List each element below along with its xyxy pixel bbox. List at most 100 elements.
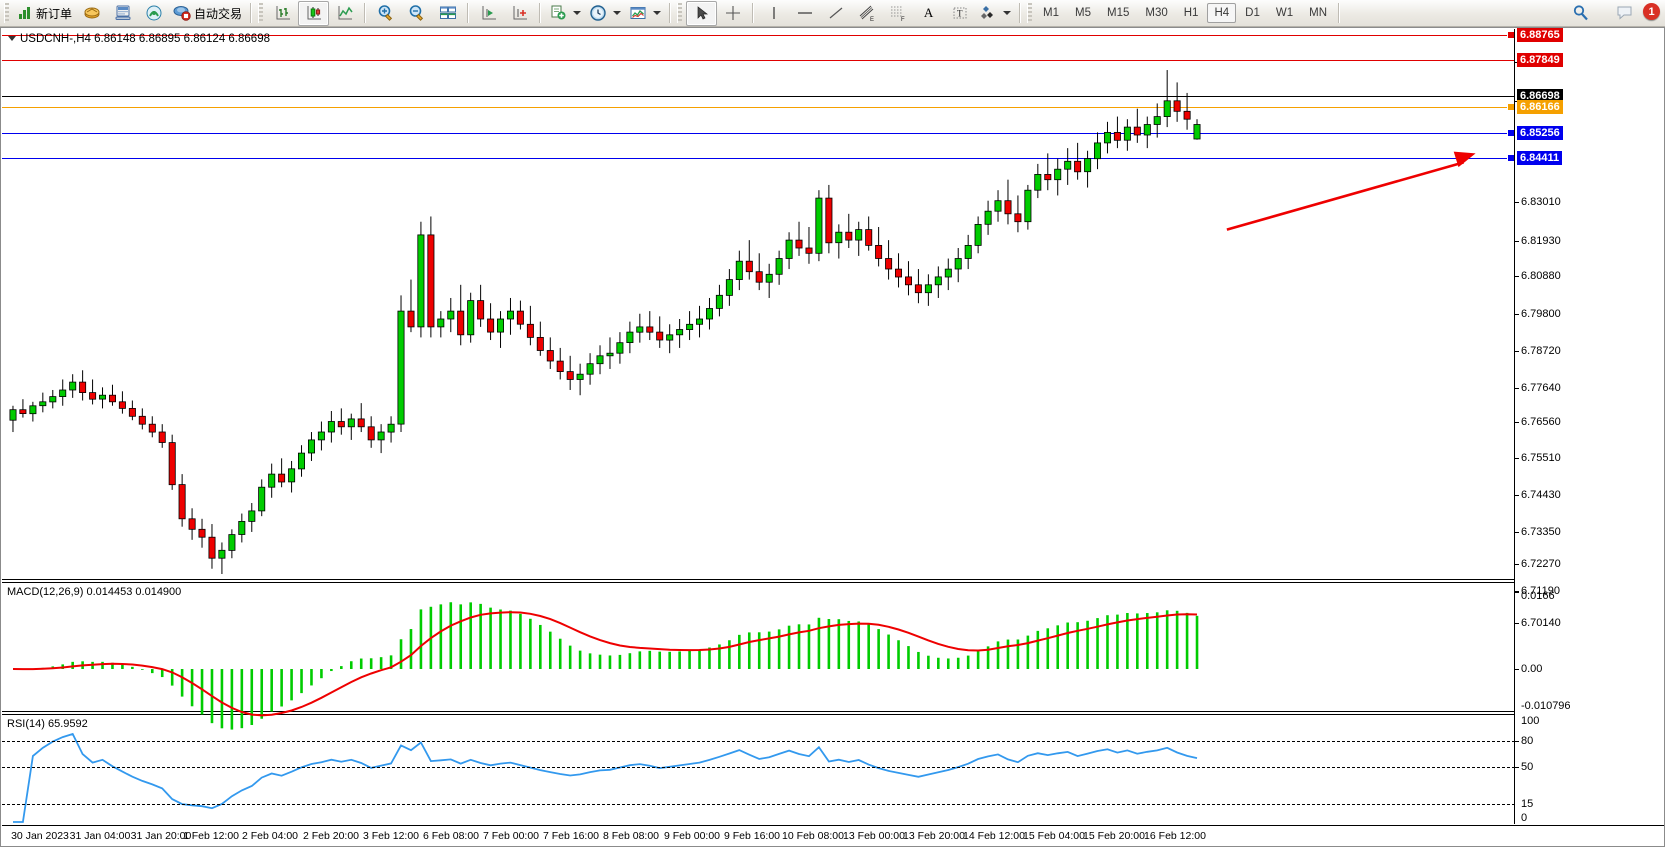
timeframe-h4[interactable]: H4 [1207, 3, 1237, 23]
rsi-tick-label: 50 [1521, 761, 1534, 773]
search-button[interactable] [1565, 1, 1596, 26]
candlestick-chart-icon [307, 6, 321, 20]
new-order-button[interactable]: 新订单 [13, 1, 76, 26]
text-label-button[interactable]: T [944, 1, 975, 26]
zoom-in-button[interactable] [370, 1, 401, 26]
rsi-level-50 [2, 767, 1515, 768]
toolbar-separator-6 [752, 3, 755, 23]
time-scale[interactable]: 30 Jan 2023 31 Jan 04:00 31 Jan 20:00 1 … [2, 825, 1664, 846]
templates-button[interactable] [625, 1, 665, 26]
timeframe-m15[interactable]: M15 [1107, 7, 1130, 19]
chevron-down-icon[interactable] [613, 11, 622, 15]
price-tick-label: 6.75510 [1521, 452, 1561, 464]
toolbar-separator-3 [467, 3, 470, 23]
autotrading-icon [173, 6, 191, 21]
price-tick-label: 6.77640 [1521, 382, 1561, 394]
time-label: 2 Feb 04:00 [241, 830, 299, 842]
trendline-button[interactable] [820, 1, 851, 26]
period-selector-button[interactable] [585, 1, 625, 26]
price-tick-label: 6.81930 [1521, 235, 1561, 247]
time-label: 9 Feb 16:00 [723, 830, 781, 842]
chevron-down-icon[interactable] [573, 11, 582, 15]
text-tool-button[interactable]: A [913, 1, 944, 26]
shift-right-icon [482, 6, 496, 20]
price-tag-resistance-1[interactable]: 6.88765 [1517, 28, 1563, 42]
main-toolbar: 新订单 自动交易 [0, 0, 1665, 27]
shift-chart-right-button[interactable] [473, 1, 504, 26]
clock-icon [590, 5, 606, 21]
toolbar-grip-4[interactable] [1027, 3, 1033, 23]
timeframe-m5[interactable]: M5 [1075, 7, 1091, 19]
text-icon: A [923, 5, 934, 20]
timeframe-w1[interactable]: W1 [1275, 7, 1294, 19]
price-tag-support-2[interactable]: 6.84411 [1517, 151, 1563, 165]
support-line-2[interactable] [2, 158, 1515, 159]
price-tick-label: 6.76560 [1521, 416, 1561, 428]
tile-windows-button[interactable] [432, 1, 463, 26]
chart-plot-area[interactable]: USDCNH-,H4 6.86148 6.86895 6.86124 6.866… [2, 29, 1515, 824]
vertical-line-button[interactable] [758, 1, 789, 26]
pivot-line[interactable] [2, 107, 1515, 108]
data-window-button[interactable] [107, 1, 138, 26]
time-label: 7 Feb 16:00 [542, 830, 600, 842]
toolbar-separator-5 [669, 3, 672, 23]
support-line-1[interactable] [2, 133, 1515, 134]
rsi-title: RSI(14) 65.9592 [7, 718, 88, 730]
timeframe-d1[interactable]: D1 [1245, 7, 1260, 19]
price-tag-pivot[interactable]: 6.86166 [1517, 100, 1563, 114]
add-indicator-button[interactable] [545, 1, 585, 26]
expert-advisors-button[interactable] [76, 1, 107, 26]
horizontal-line-button[interactable] [789, 1, 820, 26]
resistance-line-2[interactable] [2, 60, 1515, 61]
line-chart-icon [338, 6, 353, 20]
crosshair-tool-button[interactable] [717, 1, 748, 26]
resistance-line-1[interactable] [2, 35, 1515, 36]
fibonacci-button[interactable]: F [882, 1, 913, 26]
price-macd-divider[interactable] [2, 579, 1515, 580]
zoom-out-button[interactable] [401, 1, 432, 26]
bar-chart-icon [276, 6, 290, 20]
time-label: 30 Jan 2023 [11, 830, 69, 842]
macd-rsi-divider[interactable] [2, 711, 1515, 712]
new-order-icon [19, 7, 30, 19]
navigator-button[interactable] [138, 1, 169, 26]
price-tag-resistance-2[interactable]: 6.87849 [1517, 53, 1563, 67]
timeframe-m30[interactable]: M30 [1145, 7, 1168, 19]
timeframe-h1[interactable]: H1 [1183, 7, 1199, 19]
price-tag-last[interactable]: 6.86698 [1517, 89, 1563, 103]
chevron-down-icon[interactable] [1003, 11, 1012, 15]
timeframe-mn[interactable]: MN [1309, 7, 1327, 19]
equidistant-channel-button[interactable]: E [851, 1, 882, 26]
time-label: 1 Feb 12:00 [182, 830, 240, 842]
toolbar-grip-3[interactable] [677, 3, 683, 23]
price-tick-label: 6.71190 [1521, 585, 1560, 597]
candlestick-chart-button[interactable] [298, 0, 330, 26]
price-scale[interactable]: 6.88380 6.87330 6.83010 6.81930 6.80880 … [1514, 28, 1664, 824]
chevron-down-icon[interactable] [653, 11, 662, 15]
macd-tick-label: 0.00 [1521, 663, 1543, 675]
auto-scroll-button[interactable] [504, 1, 535, 26]
toolbar-grip-1[interactable] [4, 3, 9, 23]
price-tag-support-1[interactable]: 6.85256 [1517, 126, 1563, 140]
notification-badge[interactable]: 1 [1643, 3, 1660, 20]
svg-text:E: E [870, 17, 874, 22]
arrows-button[interactable] [975, 1, 1015, 26]
vertical-line-icon [772, 7, 775, 19]
notifications-button[interactable] [1610, 1, 1641, 26]
channel-icon: E [859, 5, 874, 22]
time-label: 16 Feb 12:00 [1144, 830, 1206, 842]
template-icon [630, 7, 646, 19]
timeframe-group: M1 M5 M15 M30 H1 H4 D1 W1 MN [1036, 3, 1334, 23]
timeframe-m1[interactable]: M1 [1043, 7, 1060, 19]
time-label: 15 Feb 20:00 [1083, 830, 1145, 842]
svg-text:F: F [901, 17, 905, 22]
toolbar-grip-2[interactable] [258, 3, 264, 23]
bar-chart-button[interactable] [267, 1, 298, 26]
chart-menu-arrow-icon[interactable] [8, 36, 16, 42]
line-chart-button[interactable] [329, 1, 360, 26]
cursor-tool-button[interactable] [686, 0, 718, 26]
autotrading-button[interactable]: 自动交易 [169, 1, 246, 26]
time-label: 8 Feb 08:00 [602, 830, 660, 842]
time-label: 6 Feb 08:00 [422, 830, 480, 842]
time-label: 7 Feb 00:00 [482, 830, 540, 842]
